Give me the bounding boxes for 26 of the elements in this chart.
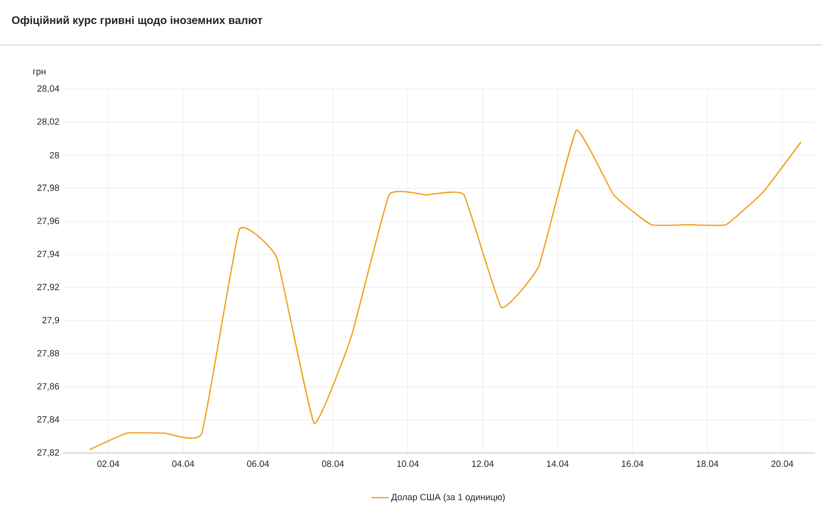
line-series <box>88 130 802 450</box>
y-tick-label: 27,94 <box>37 250 60 258</box>
y-tick-label: 28,04 <box>37 85 60 93</box>
y-tick-label: 27,96 <box>37 218 60 226</box>
x-tick-label: 08.04 <box>322 460 344 467</box>
y-tick-label: 27,84 <box>37 416 60 424</box>
y-tick-label: 27,86 <box>37 383 60 391</box>
x-tick-label: 10.04 <box>397 460 419 467</box>
chart-title: Офіційний курс гривні щодо іноземних валют <box>12 16 262 26</box>
x-tick-label: 20.04 <box>771 460 794 467</box>
x-tick-label: 14.04 <box>547 460 569 467</box>
y-tick-label: 27,9 <box>42 316 60 324</box>
x-tick-label: 16.04 <box>622 460 644 467</box>
y-tick-label: 27,92 <box>37 284 60 292</box>
y-tick-label: 27,98 <box>37 184 60 192</box>
x-tick-label: 04.04 <box>172 460 194 467</box>
x-tick-label: 18.04 <box>696 460 718 467</box>
legend-label: Долар США (за 1 одиницю) <box>391 494 505 502</box>
y-tick-label: 27,82 <box>37 449 60 457</box>
y-tick-label: 27,88 <box>37 350 60 358</box>
y-tick-label: 28 <box>50 152 60 158</box>
x-tick-label: 02.04 <box>97 460 120 467</box>
x-tick-label: 06.04 <box>247 460 270 467</box>
x-tick-label: 12.04 <box>472 460 494 467</box>
y-axis-title: грн <box>33 70 46 76</box>
y-tick-label: 28,02 <box>37 118 60 126</box>
